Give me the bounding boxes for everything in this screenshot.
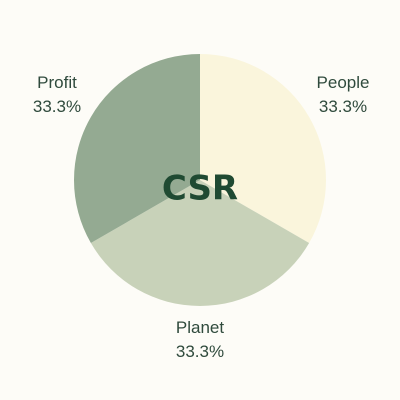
slice-label-profit: Profit — [37, 73, 77, 92]
slice-label-people: People — [317, 73, 370, 92]
pie-slice-people — [200, 54, 327, 243]
slice-value-people: 33.3% — [319, 97, 367, 116]
slice-value-planet: 33.3% — [176, 342, 224, 361]
slice-value-profit: 33.3% — [33, 97, 81, 116]
center-label: CSR — [162, 169, 238, 209]
pie-slice-profit — [73, 54, 200, 243]
pie-slices — [73, 54, 327, 306]
slice-labels: People 33.3% Planet 33.3% Profit 33.3% — [33, 73, 370, 361]
slice-label-planet: Planet — [176, 318, 224, 337]
